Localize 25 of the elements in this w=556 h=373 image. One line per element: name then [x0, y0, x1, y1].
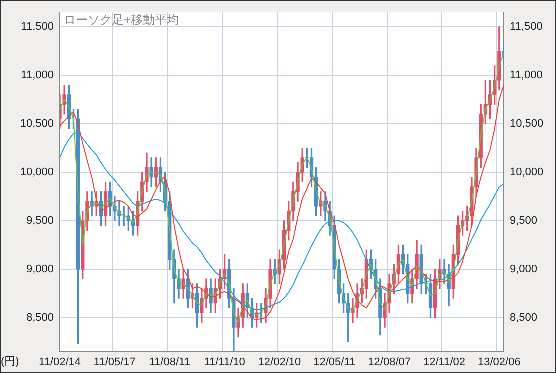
y2-tick-label: 8,500 — [510, 312, 538, 324]
x-tick-label: 12/02/10 — [258, 356, 302, 368]
y-tick-label: 10,000 — [20, 166, 54, 179]
y-tick-label: 9,000 — [26, 263, 54, 276]
x-tick-label: 11/08/11 — [149, 356, 190, 368]
y2-tick-label: 9,500 — [510, 214, 538, 227]
chart-title: ローソク足+移動平均 — [64, 12, 180, 27]
y2-tick-label: 10,500 — [510, 118, 544, 130]
y-tick-label: 11,500 — [21, 21, 54, 34]
y-tick-label: 8,500 — [26, 312, 54, 324]
x-tick-label: 11/02/14 — [38, 356, 82, 368]
y2-tick-label: 11,000 — [510, 70, 543, 82]
y-tick-label: 9,500 — [26, 214, 54, 227]
y2-tick-label: 11,500 — [510, 21, 543, 34]
y-tick-label: 11,000 — [21, 70, 54, 82]
x-tick-label: 11/11/10 — [204, 356, 246, 368]
x-tick-label: 13/02/06 — [478, 356, 521, 368]
x-tick-label: 12/08/07 — [368, 356, 411, 368]
y2-tick-label: 9,000 — [510, 263, 538, 276]
y-axis-title: (円) — [1, 356, 20, 368]
x-tick-label: 11/05/17 — [94, 356, 136, 368]
y2-tick-label: 10,000 — [510, 166, 544, 179]
x-tick-label: 12/11/02 — [423, 356, 466, 368]
x-tick-label: 12/05/11 — [314, 356, 356, 368]
y-tick-label: 10,500 — [20, 118, 54, 130]
